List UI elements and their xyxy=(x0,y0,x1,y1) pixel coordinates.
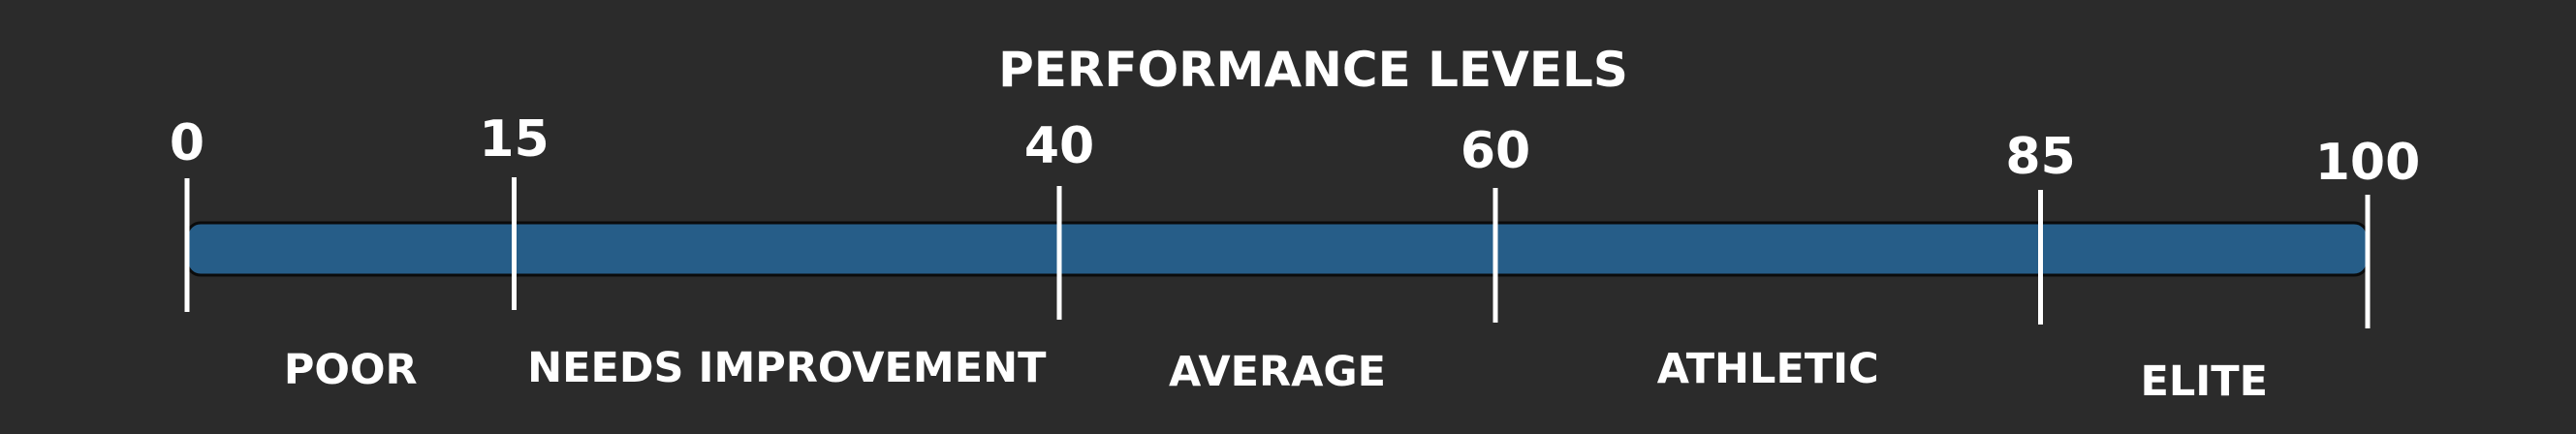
level-label-poor: POOR xyxy=(284,346,418,394)
tick-label-85: 85 xyxy=(2005,128,2075,186)
tick-label-0: 0 xyxy=(170,114,204,172)
tick-label-15: 15 xyxy=(479,110,549,169)
level-label-athletic: ATHLETIC xyxy=(1657,345,1879,393)
tick-label-60: 60 xyxy=(1461,122,1530,180)
tick-group: 0 15 40 60 85 100 xyxy=(170,110,2420,328)
scale-title: PERFORMANCE LEVELS xyxy=(998,42,1628,98)
level-label-average: AVERAGE xyxy=(1169,348,1386,396)
tick-label-40: 40 xyxy=(1024,117,1094,175)
level-label-needs-improvement: NEEDS IMPROVEMENT xyxy=(527,344,1047,392)
level-group: POOR NEEDS IMPROVEMENT AVERAGE ATHLETIC ELIT… xyxy=(284,344,2268,406)
tick-label-100: 100 xyxy=(2315,134,2421,192)
level-label-elite: ELITE xyxy=(2141,357,2268,406)
